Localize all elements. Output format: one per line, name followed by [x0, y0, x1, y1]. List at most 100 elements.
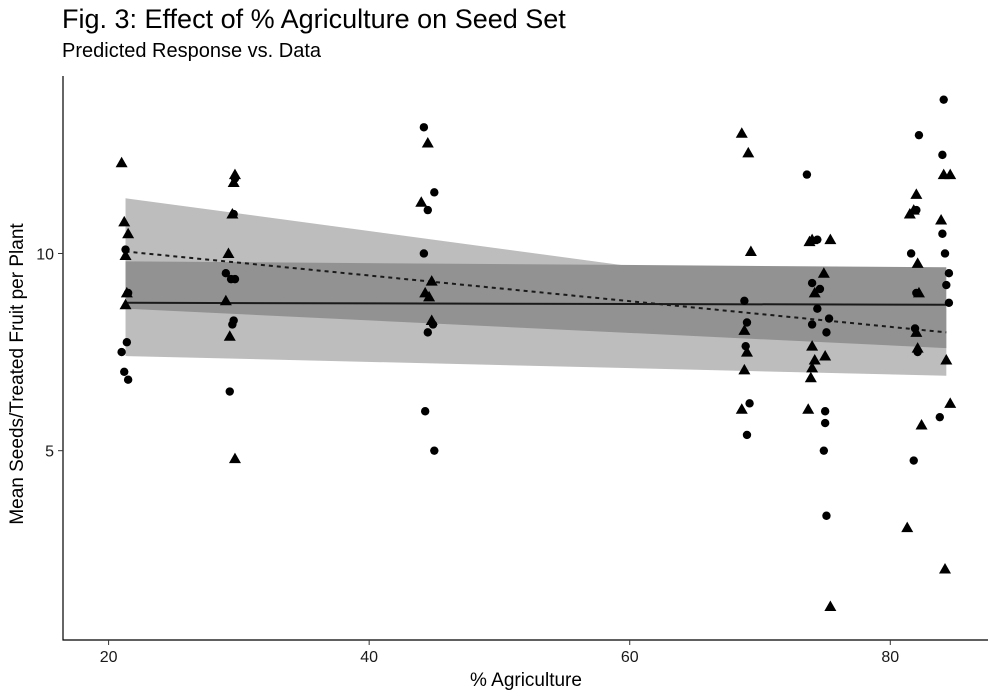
triangle-point	[738, 324, 751, 335]
circle-point	[419, 123, 429, 132]
circle-point	[122, 338, 132, 347]
y-axis-title: Mean Seeds/Treated Fruit per Plant	[7, 223, 28, 525]
data-points	[115, 95, 957, 611]
triangle-point	[742, 146, 755, 158]
circle-point	[822, 328, 831, 337]
slope-fit-line	[125, 250, 947, 334]
circle-point	[942, 280, 951, 290]
circle-point	[938, 150, 947, 160]
triangle-point	[824, 233, 837, 245]
triangle-point	[806, 361, 819, 373]
triangle-point	[425, 314, 438, 326]
triangle-point	[738, 363, 751, 375]
triangle-point	[744, 245, 757, 257]
circle-point	[820, 407, 830, 416]
circle-point	[423, 205, 432, 215]
circle-point	[938, 229, 947, 238]
triangle-point	[421, 137, 434, 148]
x-tick-label: 60	[621, 649, 639, 666]
chart-subtitle: Predicted Response vs. Data	[62, 40, 322, 62]
circle-point	[740, 296, 749, 306]
circle-point	[742, 318, 752, 327]
triangle-point	[740, 346, 753, 357]
circle-point	[423, 328, 432, 337]
circle-point	[430, 188, 439, 197]
x-tick-label: 40	[360, 649, 378, 666]
triangle-point	[910, 188, 923, 199]
circle-point	[822, 511, 831, 520]
triangle-point	[735, 403, 748, 414]
circle-point	[221, 269, 231, 278]
fit-lines	[125, 250, 947, 334]
circle-point	[909, 456, 918, 465]
circle-point	[430, 446, 439, 455]
chart-title: Fig. 3: Effect of % Agriculture on Seed …	[62, 4, 566, 34]
triangle-point	[802, 403, 815, 414]
circle-point	[906, 249, 916, 258]
circle-point	[420, 407, 430, 416]
triangle-point	[227, 176, 240, 187]
triangle-point	[115, 156, 128, 168]
triangle-point	[119, 249, 132, 260]
triangle-point	[219, 294, 232, 306]
y-tick-label: 10	[36, 246, 54, 263]
constant-fit-line	[125, 301, 947, 306]
circle-point	[944, 298, 954, 307]
circle-point	[228, 320, 237, 329]
triangle-point	[804, 371, 817, 383]
triangle-point	[806, 233, 819, 245]
axes: 20 40 60 80 5 10	[36, 76, 988, 666]
circle-point	[745, 399, 754, 408]
triangle-point	[222, 247, 235, 258]
triangle-point	[907, 204, 920, 215]
triangle-point	[944, 168, 957, 180]
circle-point	[225, 387, 234, 396]
triangle-point	[415, 196, 428, 207]
triangle-point	[910, 326, 923, 337]
triangle-point	[911, 342, 924, 353]
triangle-point	[122, 227, 135, 239]
circle-point	[824, 314, 834, 323]
circle-point	[940, 249, 950, 258]
circle-point	[123, 375, 133, 384]
triangle-point	[824, 600, 837, 611]
triangle-point	[912, 286, 925, 298]
triangle-point	[425, 275, 438, 286]
circle-point	[419, 249, 429, 258]
triangle-point	[226, 208, 239, 219]
circle-point	[813, 304, 822, 313]
circle-point	[939, 95, 948, 104]
triangle-point	[808, 286, 821, 298]
triangle-point	[806, 340, 819, 351]
triangle-point	[223, 330, 236, 341]
circle-point	[120, 367, 129, 377]
triangle-point	[817, 267, 830, 278]
triangle-point	[735, 127, 748, 138]
triangle-point	[935, 213, 948, 225]
x-tick-label: 80	[881, 649, 899, 666]
circle-point	[944, 269, 954, 278]
circle-point	[802, 170, 812, 179]
triangle-point	[228, 452, 241, 464]
circle-point	[820, 418, 830, 428]
triangle-point	[120, 286, 133, 298]
triangle-point	[940, 353, 953, 365]
triangle-point	[423, 290, 436, 302]
circle-point	[742, 430, 752, 440]
triangle-point	[939, 563, 952, 574]
circle-point	[230, 274, 240, 284]
circle-point	[914, 130, 924, 140]
circle-point	[117, 347, 126, 357]
triangle-point	[911, 257, 924, 268]
triangle-point	[944, 397, 957, 408]
triangle-point	[819, 350, 832, 361]
x-tick-label: 20	[100, 649, 118, 666]
circle-point	[807, 320, 817, 329]
circle-point	[815, 284, 825, 294]
triangle-point	[901, 521, 914, 533]
x-axis-title: % Agriculture	[470, 670, 582, 691]
triangle-point	[915, 419, 928, 430]
circle-point	[819, 446, 829, 455]
circle-point	[807, 278, 817, 288]
triangle-point	[118, 215, 131, 227]
